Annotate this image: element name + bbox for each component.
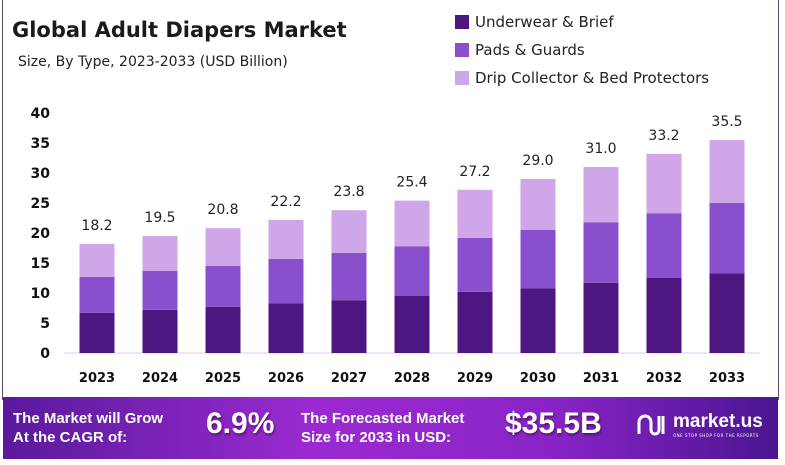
bar-segment	[205, 228, 241, 266]
bar-segment	[520, 230, 556, 289]
bar-segment	[331, 300, 367, 353]
bar-segment	[520, 288, 556, 353]
x-tick-label: 2028	[394, 371, 430, 386]
cagr-label-line: At the CAGR of:	[13, 429, 128, 446]
bar-segment	[331, 252, 367, 301]
logo-name: market.us	[673, 411, 763, 432]
bar-segment	[79, 276, 115, 313]
y-tick-label: 20	[31, 226, 51, 242]
bar-segment	[583, 222, 619, 283]
y-tick-label: 15	[31, 256, 50, 272]
x-tick-label: 2029	[457, 371, 493, 386]
legend-label: Drip Collector & Bed Protectors	[475, 69, 710, 87]
bar-segment	[583, 167, 619, 223]
bar-segment	[646, 278, 682, 353]
x-tick-label: 2032	[646, 371, 682, 386]
x-tick-label: 2031	[583, 371, 619, 386]
bar-segment	[79, 243, 115, 277]
data-label: 19.5	[144, 210, 175, 226]
bar-segment	[394, 296, 430, 353]
legend-swatch	[455, 15, 469, 29]
data-label: 18.2	[81, 218, 112, 234]
bar-segment	[457, 237, 493, 292]
data-label: 29.0	[522, 153, 553, 169]
bar-segment	[205, 266, 241, 307]
bar-segment	[79, 312, 115, 353]
marketus-logo: market.us ONE STOP SHOP FOR THE REPORTS	[635, 411, 763, 438]
x-tick-label: 2024	[142, 371, 178, 386]
y-tick-label: 5	[40, 316, 50, 332]
x-tick-label: 2026	[268, 371, 304, 386]
data-label: 25.4	[396, 175, 427, 191]
bar-segment	[205, 306, 241, 353]
legend-item-pads: Pads & Guards	[455, 36, 709, 64]
data-label: 31.0	[585, 141, 616, 157]
x-tick-label: 2027	[331, 371, 367, 386]
plot-area: 051015202530354018.2202319.5202420.82025…	[31, 106, 760, 386]
x-tick-label: 2033	[709, 371, 745, 386]
cagr-value: 6.9%	[206, 407, 275, 440]
bar-segment	[583, 282, 619, 353]
data-label: 20.8	[207, 202, 238, 218]
bar-segment	[142, 236, 178, 271]
cagr-label-line: The Market will Grow	[13, 410, 164, 427]
forecast-label: The Forecasted Market Size for 2033 in US…	[301, 409, 464, 447]
bar-segment	[142, 270, 178, 310]
y-tick-label: 10	[31, 286, 51, 302]
legend-label: Underwear & Brief	[475, 13, 614, 31]
legend: Underwear & Brief Pads & Guards Drip Col…	[455, 8, 709, 92]
logo-tagline: ONE STOP SHOP FOR THE REPORTS	[673, 433, 759, 438]
forecast-label-line: Size for 2033 in USD:	[301, 429, 452, 446]
bar-segment	[520, 179, 556, 230]
y-tick-label: 35	[31, 136, 50, 152]
logo-icon	[637, 414, 665, 435]
bar-segment	[331, 210, 367, 253]
y-tick-label: 0	[40, 346, 50, 362]
bar-segment	[709, 273, 745, 353]
x-tick-label: 2023	[79, 371, 115, 386]
cagr-label: The Market will Grow At the CAGR of:	[13, 409, 163, 447]
forecast-label-line: The Forecasted Market	[301, 410, 465, 427]
legend-item-drip: Drip Collector & Bed Protectors	[455, 64, 709, 92]
legend-swatch	[455, 43, 469, 57]
data-label: 35.5	[711, 114, 742, 130]
chart-title: Global Adult Diapers Market	[12, 18, 347, 42]
bar-segment	[457, 291, 493, 353]
data-label: 22.2	[270, 194, 301, 210]
bar-segment	[646, 213, 682, 278]
bar-segment	[142, 309, 178, 353]
x-tick-label: 2030	[520, 371, 556, 386]
bar-segment	[394, 200, 430, 247]
x-tick-label: 2025	[205, 371, 241, 386]
bar-segment	[268, 258, 304, 304]
data-label: 27.2	[459, 164, 490, 180]
data-label: 33.2	[648, 128, 679, 144]
legend-label: Pads & Guards	[475, 41, 585, 59]
bar-segment	[709, 140, 745, 203]
chart-frame	[2, 0, 779, 400]
legend-item-underwear: Underwear & Brief	[455, 8, 709, 36]
bar-segment	[394, 246, 430, 296]
legend-swatch	[455, 71, 469, 85]
y-tick-label: 25	[31, 196, 50, 212]
y-tick-label: 30	[31, 166, 51, 182]
bar-segment	[709, 203, 745, 274]
data-label: 23.8	[333, 184, 364, 200]
chart-subtitle: Size, By Type, 2023-2033 (USD Billion)	[18, 54, 288, 70]
summary-banner: The Market will Grow At the CAGR of: 6.9%…	[3, 397, 778, 459]
bar-segment	[268, 219, 304, 259]
bar-segment	[268, 303, 304, 353]
y-tick-label: 40	[31, 106, 51, 122]
bar-segment	[646, 153, 682, 214]
bar-segment	[457, 189, 493, 238]
forecast-value: $35.5B	[505, 407, 602, 440]
